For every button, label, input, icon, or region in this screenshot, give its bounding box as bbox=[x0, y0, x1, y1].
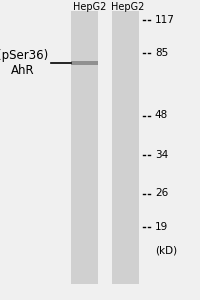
Bar bbox=[71, 11, 98, 283]
Text: (pSer36): (pSer36) bbox=[0, 49, 48, 62]
Text: AhR: AhR bbox=[11, 64, 35, 77]
Text: 19: 19 bbox=[154, 221, 167, 232]
Text: HepG2: HepG2 bbox=[72, 2, 106, 12]
Text: 26: 26 bbox=[154, 188, 167, 199]
Text: 48: 48 bbox=[154, 110, 167, 121]
Text: 85: 85 bbox=[154, 47, 167, 58]
Bar bbox=[111, 11, 138, 283]
Bar bbox=[71, 61, 98, 65]
Text: 117: 117 bbox=[154, 15, 174, 26]
Text: HepG2: HepG2 bbox=[110, 2, 144, 12]
Text: (kD): (kD) bbox=[154, 245, 176, 256]
Text: 34: 34 bbox=[154, 149, 167, 160]
